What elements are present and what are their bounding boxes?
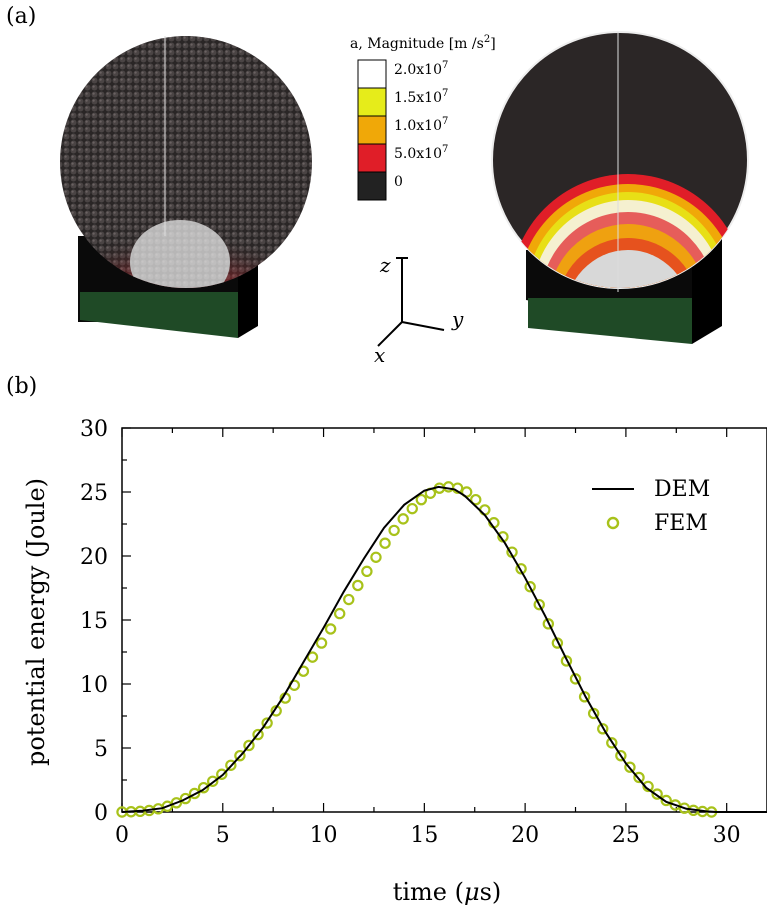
fem-point	[397, 513, 409, 525]
x-axis-label: time (μs)	[393, 878, 502, 906]
colorbar-swatch	[357, 87, 387, 117]
fem-point	[560, 655, 573, 667]
axes-triad	[377, 257, 445, 347]
fem-point	[569, 673, 582, 685]
legend-dem-label: DEM	[654, 477, 710, 502]
axis-label-z: z	[379, 253, 391, 277]
potential-energy-chart: 0 5 10 15 20 25 30 0 5 10 15 20 25 30 DEM FEM time (μs…	[22, 417, 767, 906]
colorbar-title: a, Magnitude [m /s2]	[350, 34, 496, 52]
fem-point	[324, 623, 337, 635]
fem-point	[415, 493, 428, 506]
x-tick-label: 30	[713, 823, 741, 848]
fem-point	[370, 551, 382, 563]
fem-point	[179, 792, 192, 805]
y-tick-label: 5	[94, 737, 108, 762]
x-tick-label: 0	[115, 823, 129, 848]
fem-point	[261, 717, 273, 729]
fem-point	[388, 524, 400, 537]
dem-model	[60, 36, 312, 338]
panel-label-b: (b)	[6, 374, 38, 399]
colorbar: a, Magnitude [m /s2] 2.0x107 1.5x107 1.0x1…	[350, 34, 496, 201]
fem-point	[551, 637, 564, 649]
fem-point	[606, 737, 618, 749]
panel-a-illustration: a, Magnitude [m /s2] 2.0x107 1.5x107 1.0x1…	[60, 31, 749, 367]
axis-label-x: x	[374, 343, 385, 367]
y-tick-label: 30	[80, 417, 108, 442]
dem-line	[121, 485, 767, 813]
fem-point	[243, 739, 255, 752]
fem-point	[252, 728, 264, 741]
fem-point	[515, 563, 527, 575]
fem-point	[660, 794, 672, 807]
fem-point	[624, 761, 636, 773]
fem-point	[524, 581, 536, 593]
colorbar-swatch	[357, 143, 387, 173]
fem-point	[379, 537, 391, 549]
colorbar-swatch	[357, 59, 387, 89]
y-tick-label: 25	[80, 481, 108, 506]
fem-point	[587, 707, 600, 720]
x-tick-label: 15	[410, 823, 438, 848]
legend-fem-swatch	[606, 516, 620, 530]
fem-point	[216, 768, 228, 780]
fem-point	[188, 787, 201, 800]
fem-point	[597, 723, 609, 735]
fem-point	[170, 797, 183, 809]
colorbar-swatch	[357, 115, 387, 145]
fem-point	[642, 780, 654, 793]
fem-point	[343, 593, 355, 606]
fem-point	[578, 691, 591, 703]
fem-point	[633, 771, 645, 784]
y-tick-label: 15	[80, 609, 108, 634]
fem-point	[533, 598, 545, 611]
y-tick-label: 10	[80, 673, 108, 698]
fem-point	[234, 749, 246, 762]
fem-point	[352, 579, 364, 592]
colorbar-tick-label: 1.5x107	[394, 88, 448, 106]
colorbar-tick-label: 1.0x107	[394, 116, 448, 134]
y-tick-label: 20	[80, 545, 108, 570]
fem-point	[225, 759, 237, 771]
x-tick-label: 10	[310, 823, 338, 848]
fem-point	[542, 618, 555, 630]
fem-point	[615, 749, 627, 762]
fem-point	[406, 502, 418, 515]
fem-point	[651, 788, 663, 800]
fem-point	[361, 565, 373, 578]
legend-fem-label: FEM	[654, 511, 708, 536]
fem-point	[333, 607, 346, 620]
fem-point	[306, 651, 319, 663]
y-tick-label: 0	[94, 801, 108, 826]
x-tick-label: 5	[216, 823, 230, 848]
colorbar-tick-label: 0	[394, 174, 403, 190]
x-tick-label: 20	[511, 823, 539, 848]
axis-label-y: y	[451, 307, 464, 331]
fem-model	[491, 31, 749, 344]
colorbar-swatch	[357, 171, 387, 201]
y-axis-label: potential energy (Joule)	[22, 478, 50, 766]
panel-label-a: (a)	[6, 4, 37, 29]
fem-point	[207, 775, 219, 787]
fem-point	[442, 481, 455, 493]
fem-point	[197, 781, 210, 794]
colorbar-tick-label: 2.0x107	[394, 60, 448, 78]
x-tick-label: 25	[612, 823, 640, 848]
fem-point	[470, 493, 482, 506]
colorbar-tick-label: 5.0x107	[394, 144, 448, 162]
fem-point	[315, 637, 328, 649]
